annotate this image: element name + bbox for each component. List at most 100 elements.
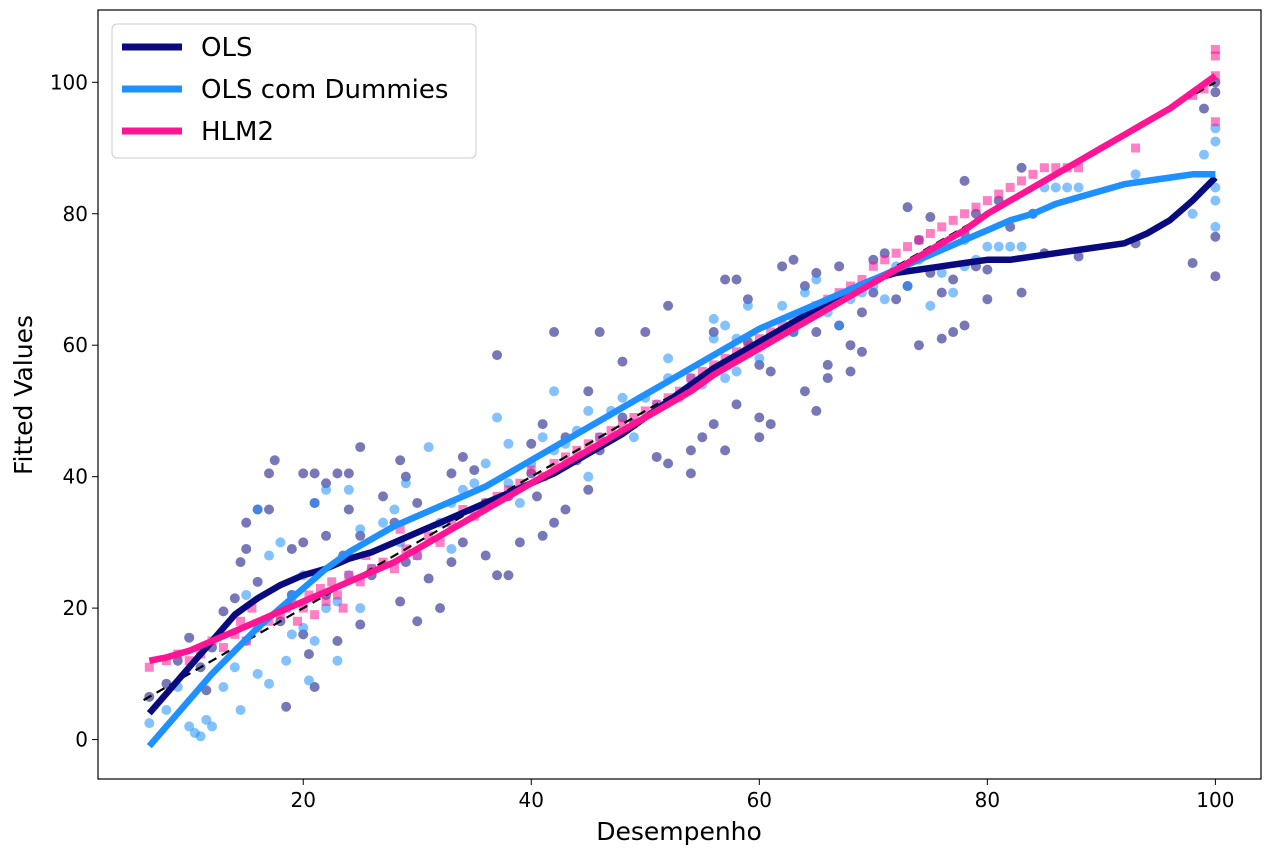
point-ols-com-dummies: [1210, 182, 1221, 193]
point-ols: [959, 320, 970, 331]
fit-line-hlm2: [148, 73, 1218, 664]
point-ols: [754, 432, 765, 443]
point-ols: [948, 327, 959, 338]
point-hlm2: [1210, 44, 1220, 54]
point-ols: [982, 294, 993, 305]
point-ols: [241, 517, 252, 528]
point-hlm2: [982, 196, 992, 206]
legend-label-hlm2: HLM2: [201, 117, 274, 147]
x-tick-label: 60: [747, 788, 772, 812]
point-ols-com-dummies: [731, 366, 742, 377]
point-ols: [811, 327, 822, 338]
legend-label-ols-com-dummies: OLS com Dummies: [201, 75, 448, 105]
point-ols-com-dummies: [355, 603, 366, 614]
point-ols-com-dummies: [229, 662, 240, 673]
point-hlm2: [344, 570, 354, 580]
point-ols: [332, 468, 343, 479]
point-hlm2: [247, 603, 257, 613]
point-ols: [457, 537, 468, 548]
point-ols: [640, 327, 651, 338]
point-hlm2: [310, 610, 320, 620]
x-tick-label: 100: [1196, 788, 1234, 812]
point-ols: [531, 491, 542, 502]
point-ols: [594, 327, 605, 338]
x-tick-label: 80: [975, 788, 1000, 812]
point-ols: [936, 287, 947, 298]
point-ols-com-dummies: [343, 484, 354, 495]
point-ols: [303, 649, 314, 660]
point-ols-com-dummies: [1187, 208, 1198, 219]
point-hlm2: [1017, 176, 1027, 186]
point-ols-com-dummies: [514, 497, 525, 508]
point-ols: [264, 504, 275, 515]
x-tick-label: 20: [291, 788, 316, 812]
point-ols: [241, 543, 252, 554]
point-hlm2: [971, 202, 981, 212]
point-ols: [822, 359, 833, 370]
point-ols-com-dummies: [252, 668, 263, 679]
point-ols-com-dummies: [1210, 195, 1221, 206]
point-ols-com-dummies: [925, 300, 936, 311]
point-ols: [845, 366, 856, 377]
point-ols-com-dummies: [799, 287, 810, 298]
point-ols-com-dummies: [264, 678, 275, 689]
point-ols: [1073, 251, 1084, 262]
point-ols-com-dummies: [281, 655, 292, 666]
point-ols-com-dummies: [583, 471, 594, 482]
point-ols-com-dummies: [1210, 221, 1221, 232]
point-hlm2: [1074, 163, 1084, 173]
point-hlm2: [446, 518, 456, 528]
point-ols-com-dummies: [286, 629, 297, 640]
point-hlm2: [412, 551, 422, 561]
point-hlm2: [1005, 182, 1015, 192]
point-ols: [1210, 87, 1221, 98]
point-ols-com-dummies: [720, 373, 731, 384]
point-hlm2: [515, 478, 525, 488]
point-ols: [1210, 271, 1221, 282]
point-ols: [549, 327, 560, 338]
point-ols: [526, 438, 537, 449]
point-hlm2: [617, 419, 627, 429]
point-hlm2: [1210, 117, 1220, 127]
point-ols-com-dummies: [235, 704, 246, 715]
point-hlm2: [925, 228, 935, 238]
point-ols: [902, 202, 913, 213]
point-ols: [457, 451, 468, 462]
point-ols: [321, 530, 332, 541]
point-ols: [685, 468, 696, 479]
point-ols: [298, 468, 309, 479]
point-ols: [617, 356, 628, 367]
point-ols-com-dummies: [720, 320, 731, 331]
point-hlm2: [937, 222, 947, 232]
point-ols: [583, 386, 594, 397]
point-hlm2: [606, 426, 616, 436]
y-tick-label: 0: [75, 728, 88, 752]
point-ols: [395, 596, 406, 607]
point-hlm2: [389, 564, 399, 574]
point-ols: [560, 504, 571, 515]
point-ols: [235, 557, 246, 568]
point-ols-com-dummies: [1050, 182, 1061, 193]
point-ols-com-dummies: [201, 714, 212, 725]
x-axis: 20 40 60 80 100: [291, 779, 1234, 812]
point-hlm2: [880, 255, 890, 265]
point-hlm2: [1039, 163, 1049, 173]
point-hlm2: [868, 261, 878, 271]
point-ols: [663, 458, 674, 469]
point-ols: [948, 274, 959, 285]
point-ols: [765, 419, 776, 430]
point-ols: [856, 307, 867, 318]
y-axis: 0 20 40 60 80 100: [50, 70, 98, 752]
point-hlm2: [424, 531, 434, 541]
point-hlm2: [1131, 143, 1141, 153]
point-ols: [395, 455, 406, 466]
point-ols-com-dummies: [446, 543, 457, 554]
point-ols: [663, 300, 674, 311]
point-ols: [1016, 287, 1027, 298]
point-ols-com-dummies: [161, 704, 172, 715]
point-hlm2: [218, 643, 228, 653]
point-ols: [252, 576, 263, 587]
point-ols: [765, 366, 776, 377]
point-hlm2: [184, 656, 194, 666]
point-ols-com-dummies: [275, 537, 286, 548]
